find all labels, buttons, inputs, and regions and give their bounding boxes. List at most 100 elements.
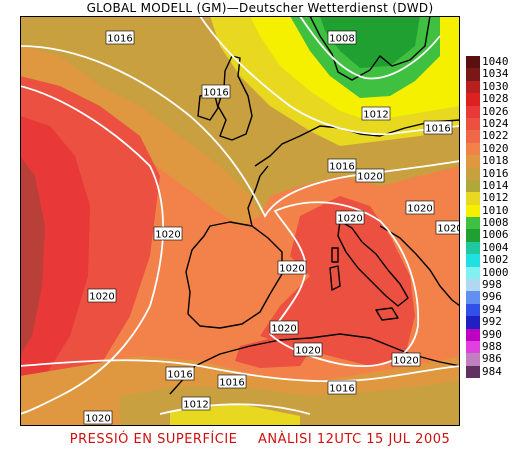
svg-text:1016: 1016 [219,378,244,389]
caption-variable: PRESSIÓ EN SUPERFÍCIE [69,432,238,447]
isobar-label: 1016 [201,84,231,99]
legend-swatch [466,155,480,168]
coast-iberia [185,221,283,329]
isobar-label: 1020 [83,410,113,425]
legend-value: 990 [482,327,502,341]
isobar-1016-south [20,359,460,383]
pressure-map: 1016 100810161012101610161020102010201020… [20,16,460,426]
legend-entry: 1010 [466,204,520,218]
legend-value: 1008 [482,216,509,230]
field-1024 [20,116,90,396]
legend-value: 1022 [482,129,509,143]
legend-value: 992 [482,315,502,329]
map-title: GLOBAL MODELL (GM)—Deutscher Wetterdiens… [86,1,434,15]
legend-entry: 1034 [466,67,520,81]
isobar-label: 1020 [87,288,117,303]
legend-value: 986 [482,352,502,366]
legend-entry: 990 [466,327,520,341]
legend-value: 1040 [482,55,509,68]
coast-sardinia [329,265,341,291]
legend-entry: 994 [466,302,520,317]
svg-text:1020: 1020 [407,204,432,215]
field-1026 [20,156,45,356]
svg-text:1016: 1016 [329,384,354,395]
coast-corsica [331,247,339,263]
isobar-label: 1008 [327,30,357,45]
isobar-label: 1020 [153,226,183,241]
legend-entry: 1014 [466,179,520,193]
svg-text:1020: 1020 [279,264,304,275]
legend-entry: 1040 [466,55,520,69]
isobar-label: 1016 [165,366,195,381]
legend-swatch [466,93,480,106]
svg-text:1020: 1020 [393,356,418,367]
field-1022-west-med [235,336,310,368]
svg-text:1020: 1020 [437,224,460,235]
legend-value: 1020 [482,141,509,155]
legend-swatch [466,365,480,379]
legend-swatch [466,266,480,280]
legend-value: 988 [482,339,502,353]
svg-text:1020: 1020 [337,214,362,225]
legend-entry: 1028 [466,92,520,106]
legend-swatch [466,192,480,205]
field-1022-med [260,196,415,366]
legend-entry: 996 [466,290,520,304]
legend-swatch [466,340,480,354]
isobar-label: 1020 [269,320,299,335]
legend-entry: 1008 [466,216,520,230]
legend-value: 1002 [482,253,509,267]
isobar-1012-north [199,16,460,136]
legend-swatch [466,179,480,193]
legend-value: 996 [482,290,502,304]
isobar-1008 [299,16,441,80]
svg-text:1020: 1020 [357,172,382,183]
legend-swatch [466,241,480,255]
coast-balkans [379,225,460,307]
isobar-labels: 1016 100810161012101610161020102010201020… [83,30,460,425]
legend-value: 1028 [482,92,509,106]
legend-swatch [466,279,480,292]
legend-value: 1024 [482,116,509,130]
legend-swatch [466,167,480,180]
legend-entry: 1020 [466,141,520,156]
coast-italy [337,220,409,307]
svg-text:1020: 1020 [295,346,320,357]
legend-swatch [466,229,480,242]
isobar-label: 1016 [217,374,247,389]
legend-value: 1018 [482,154,509,168]
isobar-label: 1016 [327,380,357,395]
legend-swatch [466,142,480,156]
legend-value: 1004 [482,240,509,254]
legend-entry: 984 [466,364,520,379]
legend-swatch [466,303,480,317]
isobar-label: 1020 [391,352,421,367]
caption-analysis-time: ANÀLISI 12UTC 15 JUL 2005 [258,432,451,447]
legend-swatch [466,68,480,81]
legend-value: 994 [482,302,502,316]
legend-swatch [466,291,480,304]
svg-text:1012: 1012 [183,400,208,411]
legend-entry: 992 [466,315,520,329]
legend-entry: 1022 [466,129,520,143]
isobar-label: 1020 [335,210,365,225]
legend-value: 984 [482,364,502,378]
isobar-label: 1020 [277,260,307,275]
legend-swatch [466,117,480,131]
legend-swatch [466,56,480,69]
legend-entry: 1018 [466,154,520,168]
legend-value: 1016 [482,166,509,180]
legend-entry: 1016 [466,166,520,180]
coast-sicily [375,307,399,321]
isobar-label: 1020 [355,168,385,183]
legend-entry: 1006 [466,228,520,242]
svg-text:1020: 1020 [271,324,296,335]
legend-swatch [466,353,480,366]
isobar-label: 1016 [327,158,357,173]
isobar-label: 1012 [361,106,391,121]
legend-entry: 986 [466,352,520,366]
svg-text:1020: 1020 [85,414,110,425]
map-caption: PRESSIÓ EN SUPERFÍCIE ANÀLISI 12UTC 15 J… [0,432,520,447]
isobar-label: 1016 [423,120,453,135]
field-1006 [320,16,420,68]
